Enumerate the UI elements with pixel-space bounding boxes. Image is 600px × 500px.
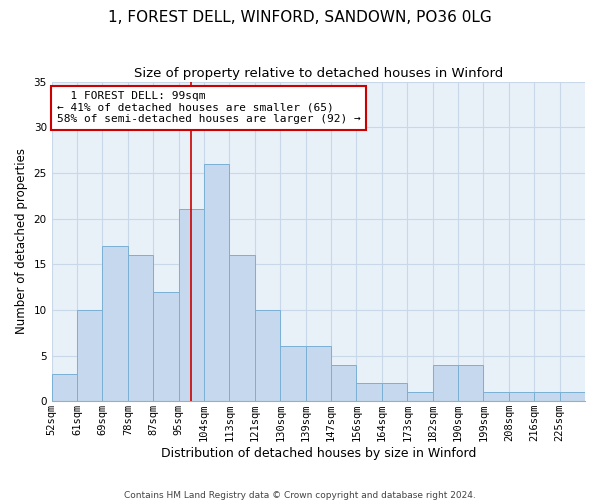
Bar [331,364,356,401]
Bar [305,346,331,401]
Bar [153,292,179,401]
Bar [560,392,585,401]
Bar [204,164,229,401]
Title: Size of property relative to detached houses in Winford: Size of property relative to detached ho… [134,68,503,80]
Bar [356,383,382,401]
Bar [433,364,458,401]
Bar [280,346,305,401]
Text: 1 FOREST DELL: 99sqm
← 41% of detached houses are smaller (65)
58% of semi-detac: 1 FOREST DELL: 99sqm ← 41% of detached h… [57,92,361,124]
Bar [534,392,560,401]
Bar [458,364,484,401]
Bar [484,392,509,401]
Bar [52,374,77,401]
Bar [382,383,407,401]
Bar [77,310,103,401]
Bar [229,255,255,401]
Bar [255,310,280,401]
Text: 1, FOREST DELL, WINFORD, SANDOWN, PO36 0LG: 1, FOREST DELL, WINFORD, SANDOWN, PO36 0… [108,10,492,25]
Text: Contains HM Land Registry data © Crown copyright and database right 2024.: Contains HM Land Registry data © Crown c… [124,490,476,500]
Y-axis label: Number of detached properties: Number of detached properties [15,148,28,334]
X-axis label: Distribution of detached houses by size in Winford: Distribution of detached houses by size … [161,447,476,460]
Bar [179,210,204,401]
Bar [509,392,534,401]
Bar [407,392,433,401]
Bar [128,255,153,401]
Bar [103,246,128,401]
